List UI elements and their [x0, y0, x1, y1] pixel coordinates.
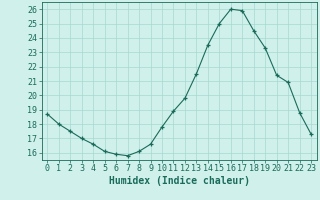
X-axis label: Humidex (Indice chaleur): Humidex (Indice chaleur)	[109, 176, 250, 186]
